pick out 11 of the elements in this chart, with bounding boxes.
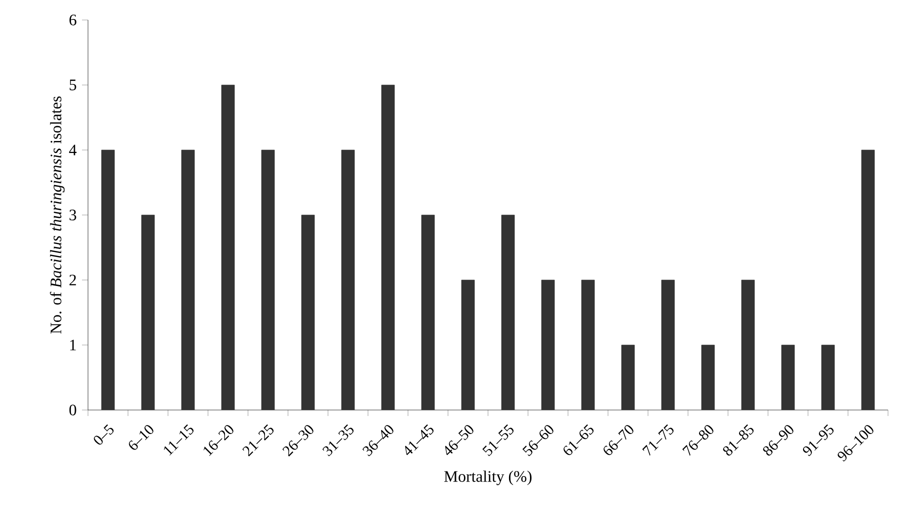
x-tick-label: 0–5 [94,424,114,445]
y-axis-title: No. of Bacillus thuringiensis isolates [50,96,65,334]
y-tick-label: 6 [69,14,76,26]
y-tick-label: 0 [69,404,76,416]
y-tick-label: 3 [70,210,76,220]
x-tick-label: 6–10 [128,425,154,450]
y-tick-label: 1 [70,340,76,350]
y-tick-label: 2 [70,274,76,286]
y-tick-label: 5 [70,80,76,90]
x-axis-title: Mortality (%) [444,470,532,486]
y-tick-label: 4 [69,144,77,156]
